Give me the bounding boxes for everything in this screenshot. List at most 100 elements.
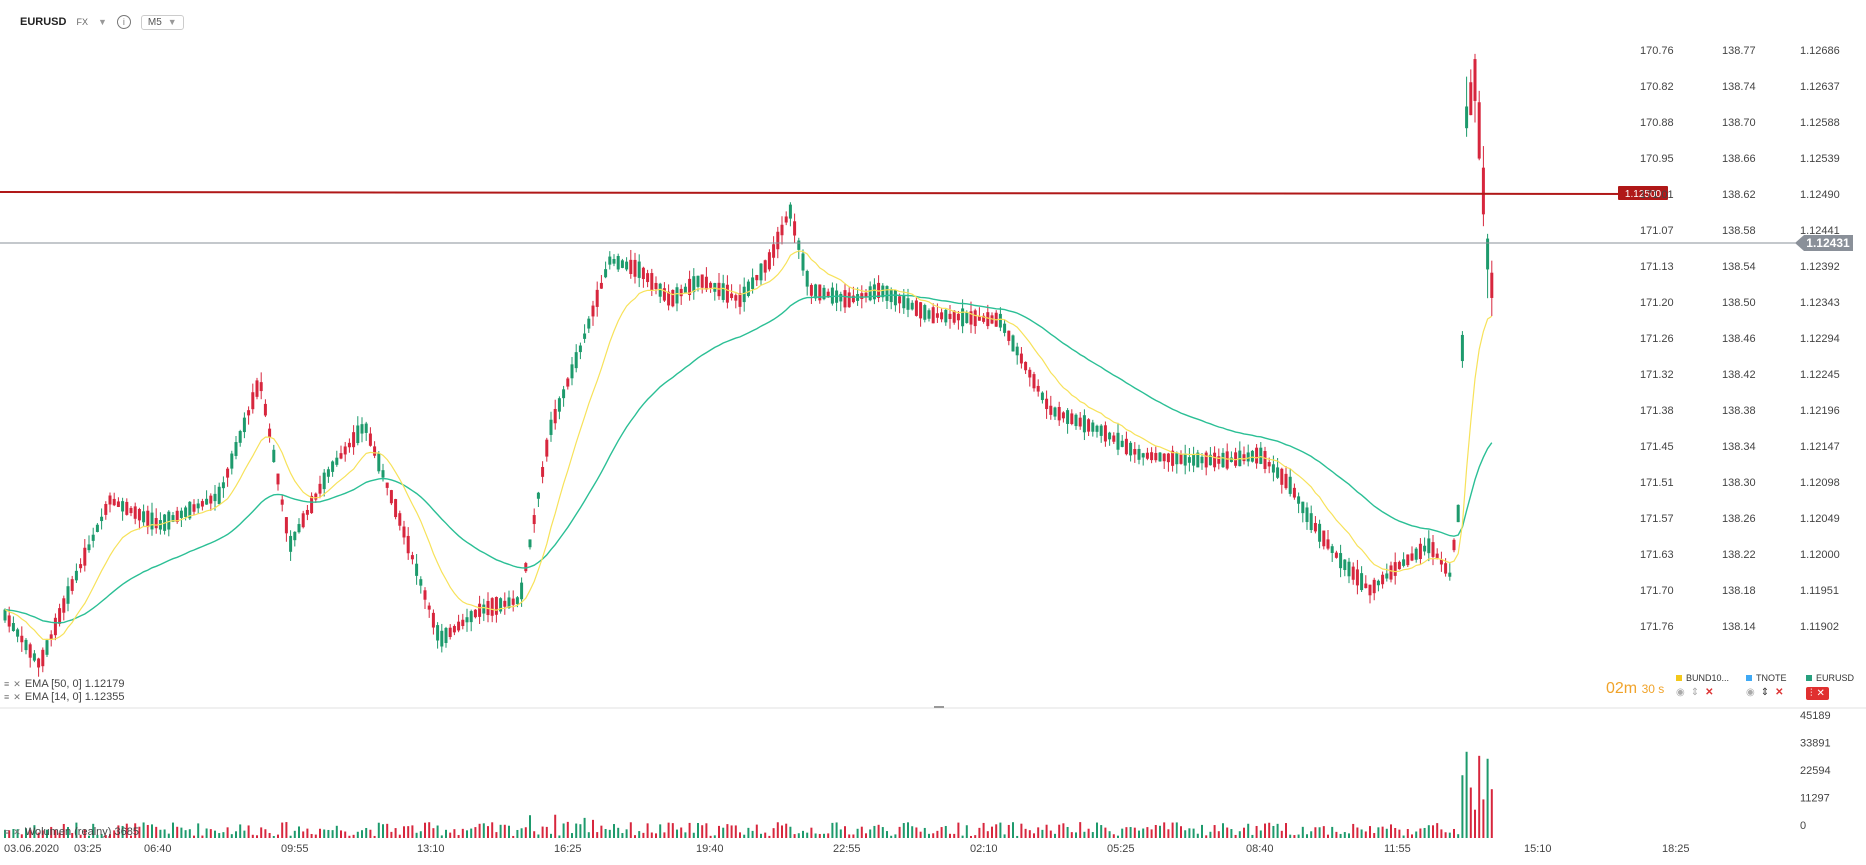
pane-resize-handle[interactable] [934,706,944,708]
candle-body [1393,562,1397,576]
sort-icon[interactable]: ⇕ [1760,687,1770,698]
volume-bar [554,814,557,838]
candle-body [150,512,154,530]
close-icon[interactable]: ✕ [13,826,21,837]
volume-bar [823,833,825,838]
candle-body [809,284,813,296]
close-icon[interactable]: ✕ [13,691,21,702]
volume-bar [1184,830,1187,838]
volume-bar [743,834,746,838]
legend-ema14[interactable]: ≡ ✕ EMA [14, 0] 1.12355 [4,691,125,703]
candle-body [520,582,524,600]
candle-body [1166,453,1170,463]
price-axis-label: 138.62 [1722,189,1756,201]
candles-icon[interactable]: ⫶ [1810,688,1813,699]
volume-bar [659,824,662,838]
candle-body [625,261,629,270]
close-icon[interactable]: ✕ [1705,687,1714,698]
candle-body [587,318,591,329]
candle-body [389,490,393,504]
price-axis-label: 138.77 [1722,45,1756,57]
volume-bar [1222,823,1224,838]
legend-ema50[interactable]: ≡ ✕ EMA [50, 0] 1.12179 [4,678,125,690]
legend-volume[interactable]: ≡ ✕ Wolumen (realny) 3685 [4,826,139,838]
price-axis-label: 171.70 [1640,585,1674,597]
sort-icon[interactable]: ⇕ [1690,687,1700,698]
volume-bar [520,828,523,838]
volume-bar [730,825,733,838]
instrument-bund[interactable]: BUND10... ◉ ⇕ ✕ [1676,673,1729,698]
volume-bar [629,822,632,838]
candle-body [1465,106,1469,129]
candle-body [935,313,939,318]
candle-body [1276,467,1280,478]
volume-bar [201,835,204,838]
settings-icon[interactable]: ≡ [4,679,10,689]
volume-bar [793,834,796,838]
candle-body [301,513,305,528]
candle-body [1141,453,1145,458]
candle-body [268,428,272,437]
alert-level-line[interactable] [0,191,1669,195]
candle-body [1292,487,1296,498]
volume-bar [272,835,275,838]
close-icon[interactable]: ✕ [1775,687,1784,698]
volume-bar [1322,826,1325,838]
volume-bar [1272,825,1275,838]
volume-bar [974,835,977,838]
price-axis-label: 170.95 [1640,153,1674,165]
instrument-tnote[interactable]: TNOTE ◉ ⇕ ✕ [1746,673,1787,698]
candle-body [1477,102,1481,159]
symbol-label[interactable]: EURUSD [20,16,67,28]
candle-body [1108,432,1112,440]
eye-icon[interactable]: ◉ [1746,687,1755,698]
candle-body [217,486,221,505]
volume-bar [1264,823,1266,838]
volume-bar [4,829,6,838]
info-icon[interactable]: i [116,15,131,29]
volume-bar [205,828,208,838]
volume-bar [218,833,221,838]
timeframe-select[interactable]: M5 ▼ [140,14,184,30]
instrument-controls[interactable]: ⫶ ✕ [1806,687,1829,700]
settings-icon[interactable]: ≡ [4,692,10,702]
alert-level-badge[interactable]: 1.12500 [1618,186,1668,200]
candle-body [171,515,175,522]
volume-bar [142,822,145,838]
settings-icon[interactable]: ≡ [4,827,10,837]
volume-bar [890,835,893,838]
close-icon[interactable]: ✕ [1816,688,1825,699]
chevron-down-icon[interactable]: ▼ [97,17,107,27]
close-icon[interactable]: ✕ [13,678,21,689]
volume-bar [671,823,674,838]
candle-body [1040,392,1044,401]
volume-bar [424,822,426,838]
instrument-eurusd[interactable]: EURUSD ⫶ ✕ [1806,673,1854,700]
time-label: 13:10 [417,843,445,855]
candle-body [79,564,83,569]
volume-bar [877,824,880,838]
volume-bar [1230,829,1233,838]
candle-body [499,598,503,612]
candle-body [1280,468,1284,485]
price-axis-label: 1.12098 [1800,477,1840,489]
volume-bar [831,822,834,838]
candle-body [906,298,910,310]
candle-body [1271,464,1275,473]
candle-body [167,511,171,530]
volume-bar [113,830,116,838]
eye-icon[interactable]: ◉ [1676,687,1685,698]
candle-body [1087,419,1091,432]
candle-body [238,431,242,443]
candle-body [1250,450,1254,462]
volume-bar [1234,834,1237,838]
volume-bar [961,835,964,838]
volume-bar [1125,827,1128,838]
candle-body [1267,461,1271,467]
candle-body [1099,425,1103,436]
volume-bar [503,824,506,838]
price-axis-label: 138.42 [1722,369,1756,381]
volume-bar [739,832,741,838]
volume-bar [1335,831,1338,838]
